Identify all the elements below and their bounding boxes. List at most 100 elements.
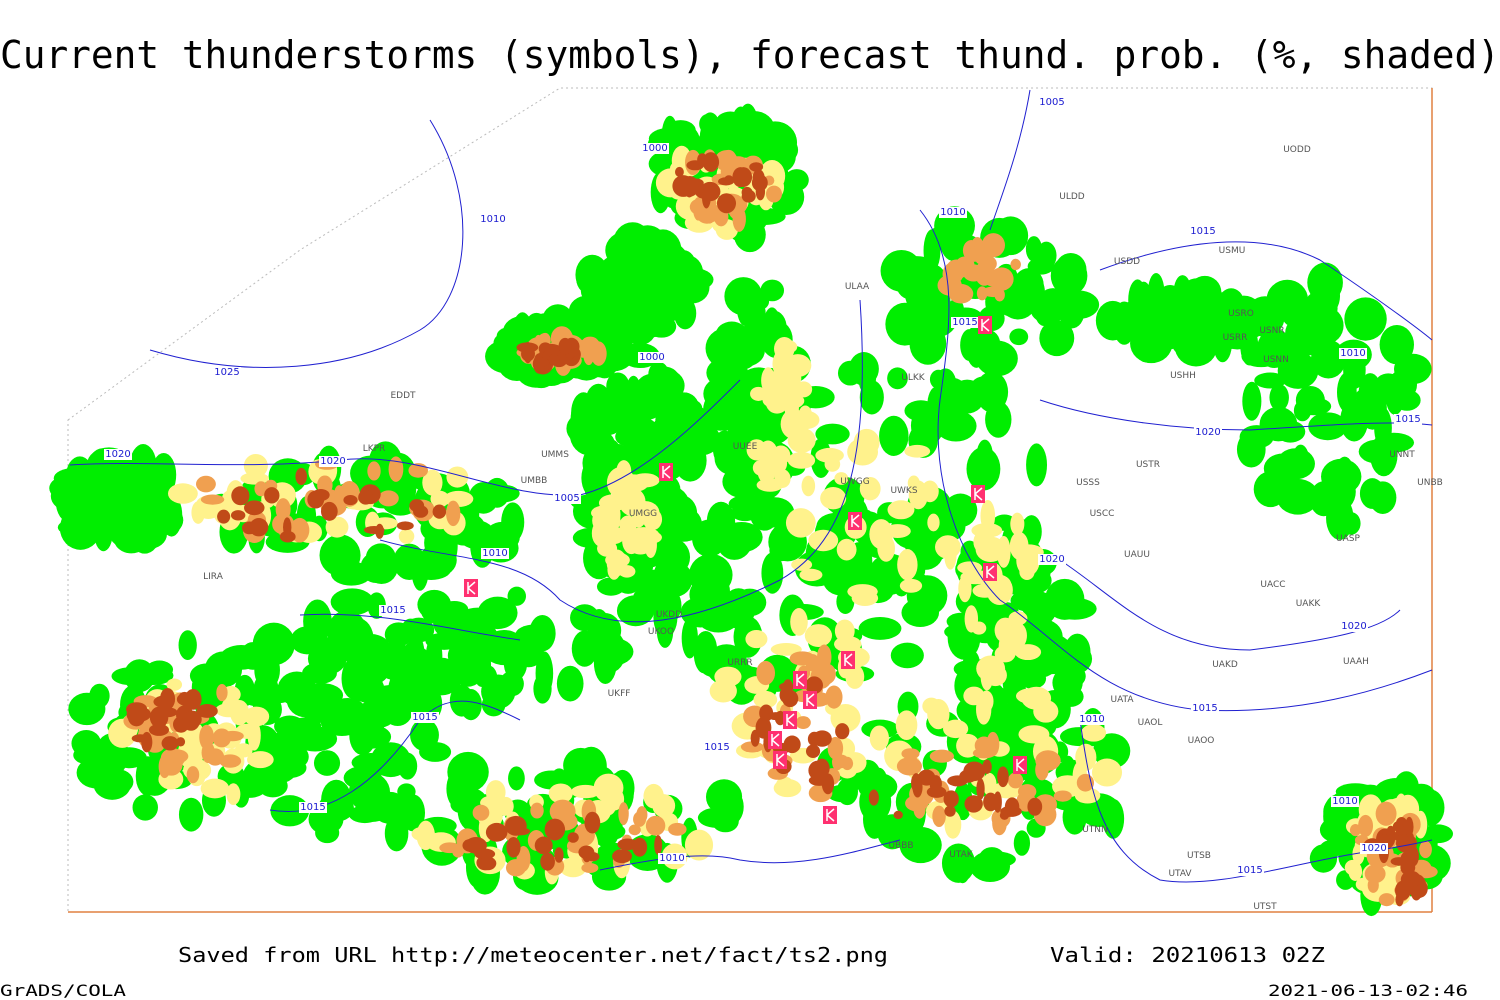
shade-cell bbox=[832, 754, 843, 771]
shade-cell bbox=[897, 549, 918, 581]
shade-cell bbox=[835, 723, 850, 740]
shade-cell bbox=[943, 719, 969, 739]
shade-cell bbox=[534, 836, 553, 855]
isobar-label-bg bbox=[1236, 865, 1264, 876]
shade-cell bbox=[805, 744, 821, 759]
storm-symbol bbox=[841, 651, 855, 669]
shade-cell bbox=[973, 529, 995, 555]
shade-cell bbox=[1295, 385, 1325, 415]
shade-cell bbox=[932, 805, 946, 828]
shade-cell bbox=[834, 472, 849, 485]
shade-cell bbox=[799, 568, 823, 582]
shade-cell bbox=[776, 776, 794, 792]
shade-cell bbox=[161, 736, 179, 751]
isobar-label: 1015 bbox=[300, 802, 325, 813]
shade-cell bbox=[1215, 314, 1248, 336]
storm-bolt bbox=[771, 733, 780, 747]
shade-cell bbox=[199, 724, 214, 750]
shade-cell bbox=[1379, 324, 1415, 365]
shade-cell bbox=[896, 270, 931, 301]
shade-cell bbox=[130, 707, 151, 722]
station-code: UAOL bbox=[1138, 718, 1163, 728]
storm-bolt bbox=[826, 808, 835, 822]
shade-cell bbox=[929, 775, 942, 793]
isobar-line bbox=[69, 379, 741, 496]
shade-cell bbox=[787, 451, 816, 469]
shade-cell bbox=[1057, 686, 1084, 707]
shade-cell bbox=[1025, 236, 1042, 262]
shade-cell bbox=[602, 526, 617, 544]
isobar-label-bg bbox=[213, 367, 241, 378]
shade-cell bbox=[244, 500, 265, 516]
shade-cell bbox=[530, 802, 544, 819]
shade-cell bbox=[1343, 350, 1366, 389]
shade-cell bbox=[752, 459, 771, 477]
shade-cell bbox=[148, 723, 170, 736]
shade-cell bbox=[215, 703, 243, 718]
station-code: UACC bbox=[1260, 580, 1285, 590]
shade-cell bbox=[672, 175, 695, 197]
shade-cell bbox=[419, 543, 457, 577]
shade-cell bbox=[761, 552, 784, 594]
shade-cell bbox=[254, 481, 268, 497]
station-code: UAUU bbox=[1124, 550, 1150, 560]
shade-cell bbox=[605, 552, 630, 568]
shade-cell bbox=[1014, 644, 1042, 661]
shade-cell bbox=[654, 835, 663, 855]
shade-cell bbox=[697, 153, 708, 167]
shade-cell bbox=[507, 586, 527, 606]
shade-cell bbox=[535, 651, 554, 696]
shade-cell bbox=[825, 685, 843, 709]
shade-cell bbox=[788, 382, 803, 398]
shade-cell bbox=[922, 697, 941, 715]
shade-cell bbox=[895, 710, 918, 740]
shade-cell bbox=[648, 361, 669, 388]
isobar-label: 1010 bbox=[940, 207, 965, 218]
shade-cell bbox=[571, 784, 600, 799]
isobar-label-bg bbox=[1038, 554, 1066, 565]
isobar-label: 1005 bbox=[1039, 97, 1064, 108]
isobar-label-bg bbox=[703, 742, 731, 753]
shade-cell bbox=[612, 849, 632, 864]
shade-cell bbox=[515, 624, 555, 644]
shade-cell bbox=[243, 706, 270, 727]
shade-cell bbox=[295, 467, 308, 485]
shade-cell bbox=[636, 806, 648, 824]
shade-cell bbox=[943, 790, 959, 808]
shade-cell bbox=[929, 749, 954, 763]
shade-cell bbox=[481, 692, 506, 717]
station-code: USNN bbox=[1263, 355, 1289, 365]
shade-cell bbox=[335, 605, 360, 649]
shade-cell bbox=[1027, 277, 1045, 307]
shade-cell bbox=[741, 189, 756, 203]
timestamp: 2021-06-13-02:46 bbox=[1268, 981, 1468, 1000]
shade-cell bbox=[827, 736, 844, 760]
station-code: ULDD bbox=[1059, 192, 1085, 202]
isobar-label: 1015 bbox=[380, 605, 405, 616]
shade-cell bbox=[200, 778, 230, 799]
shade-cell bbox=[450, 649, 486, 687]
shade-cell bbox=[617, 474, 649, 493]
shade-cell bbox=[901, 748, 920, 760]
shade-cell bbox=[812, 730, 832, 747]
station-code: UNBB bbox=[1417, 478, 1443, 488]
shade-cell bbox=[217, 509, 231, 524]
storm-bolt bbox=[776, 753, 785, 767]
shade-cell bbox=[927, 513, 940, 532]
shade-cell bbox=[554, 847, 564, 863]
shade-cell bbox=[241, 521, 258, 535]
shade-cell bbox=[230, 510, 246, 521]
shade-cell bbox=[182, 710, 202, 728]
isobar-label-bg bbox=[939, 207, 967, 218]
shade-cell bbox=[252, 622, 295, 666]
shade-cell bbox=[1015, 688, 1047, 704]
isobar-label: 1010 bbox=[1332, 796, 1357, 807]
shade-cell bbox=[868, 789, 879, 806]
storm-symbol bbox=[783, 711, 797, 729]
shade-cell bbox=[1358, 373, 1382, 414]
shade-cell bbox=[975, 371, 1009, 413]
shade-cell bbox=[219, 754, 242, 768]
shade-cell bbox=[657, 299, 679, 316]
isobar-label: 1010 bbox=[1079, 714, 1104, 725]
storm-symbol bbox=[983, 563, 997, 581]
